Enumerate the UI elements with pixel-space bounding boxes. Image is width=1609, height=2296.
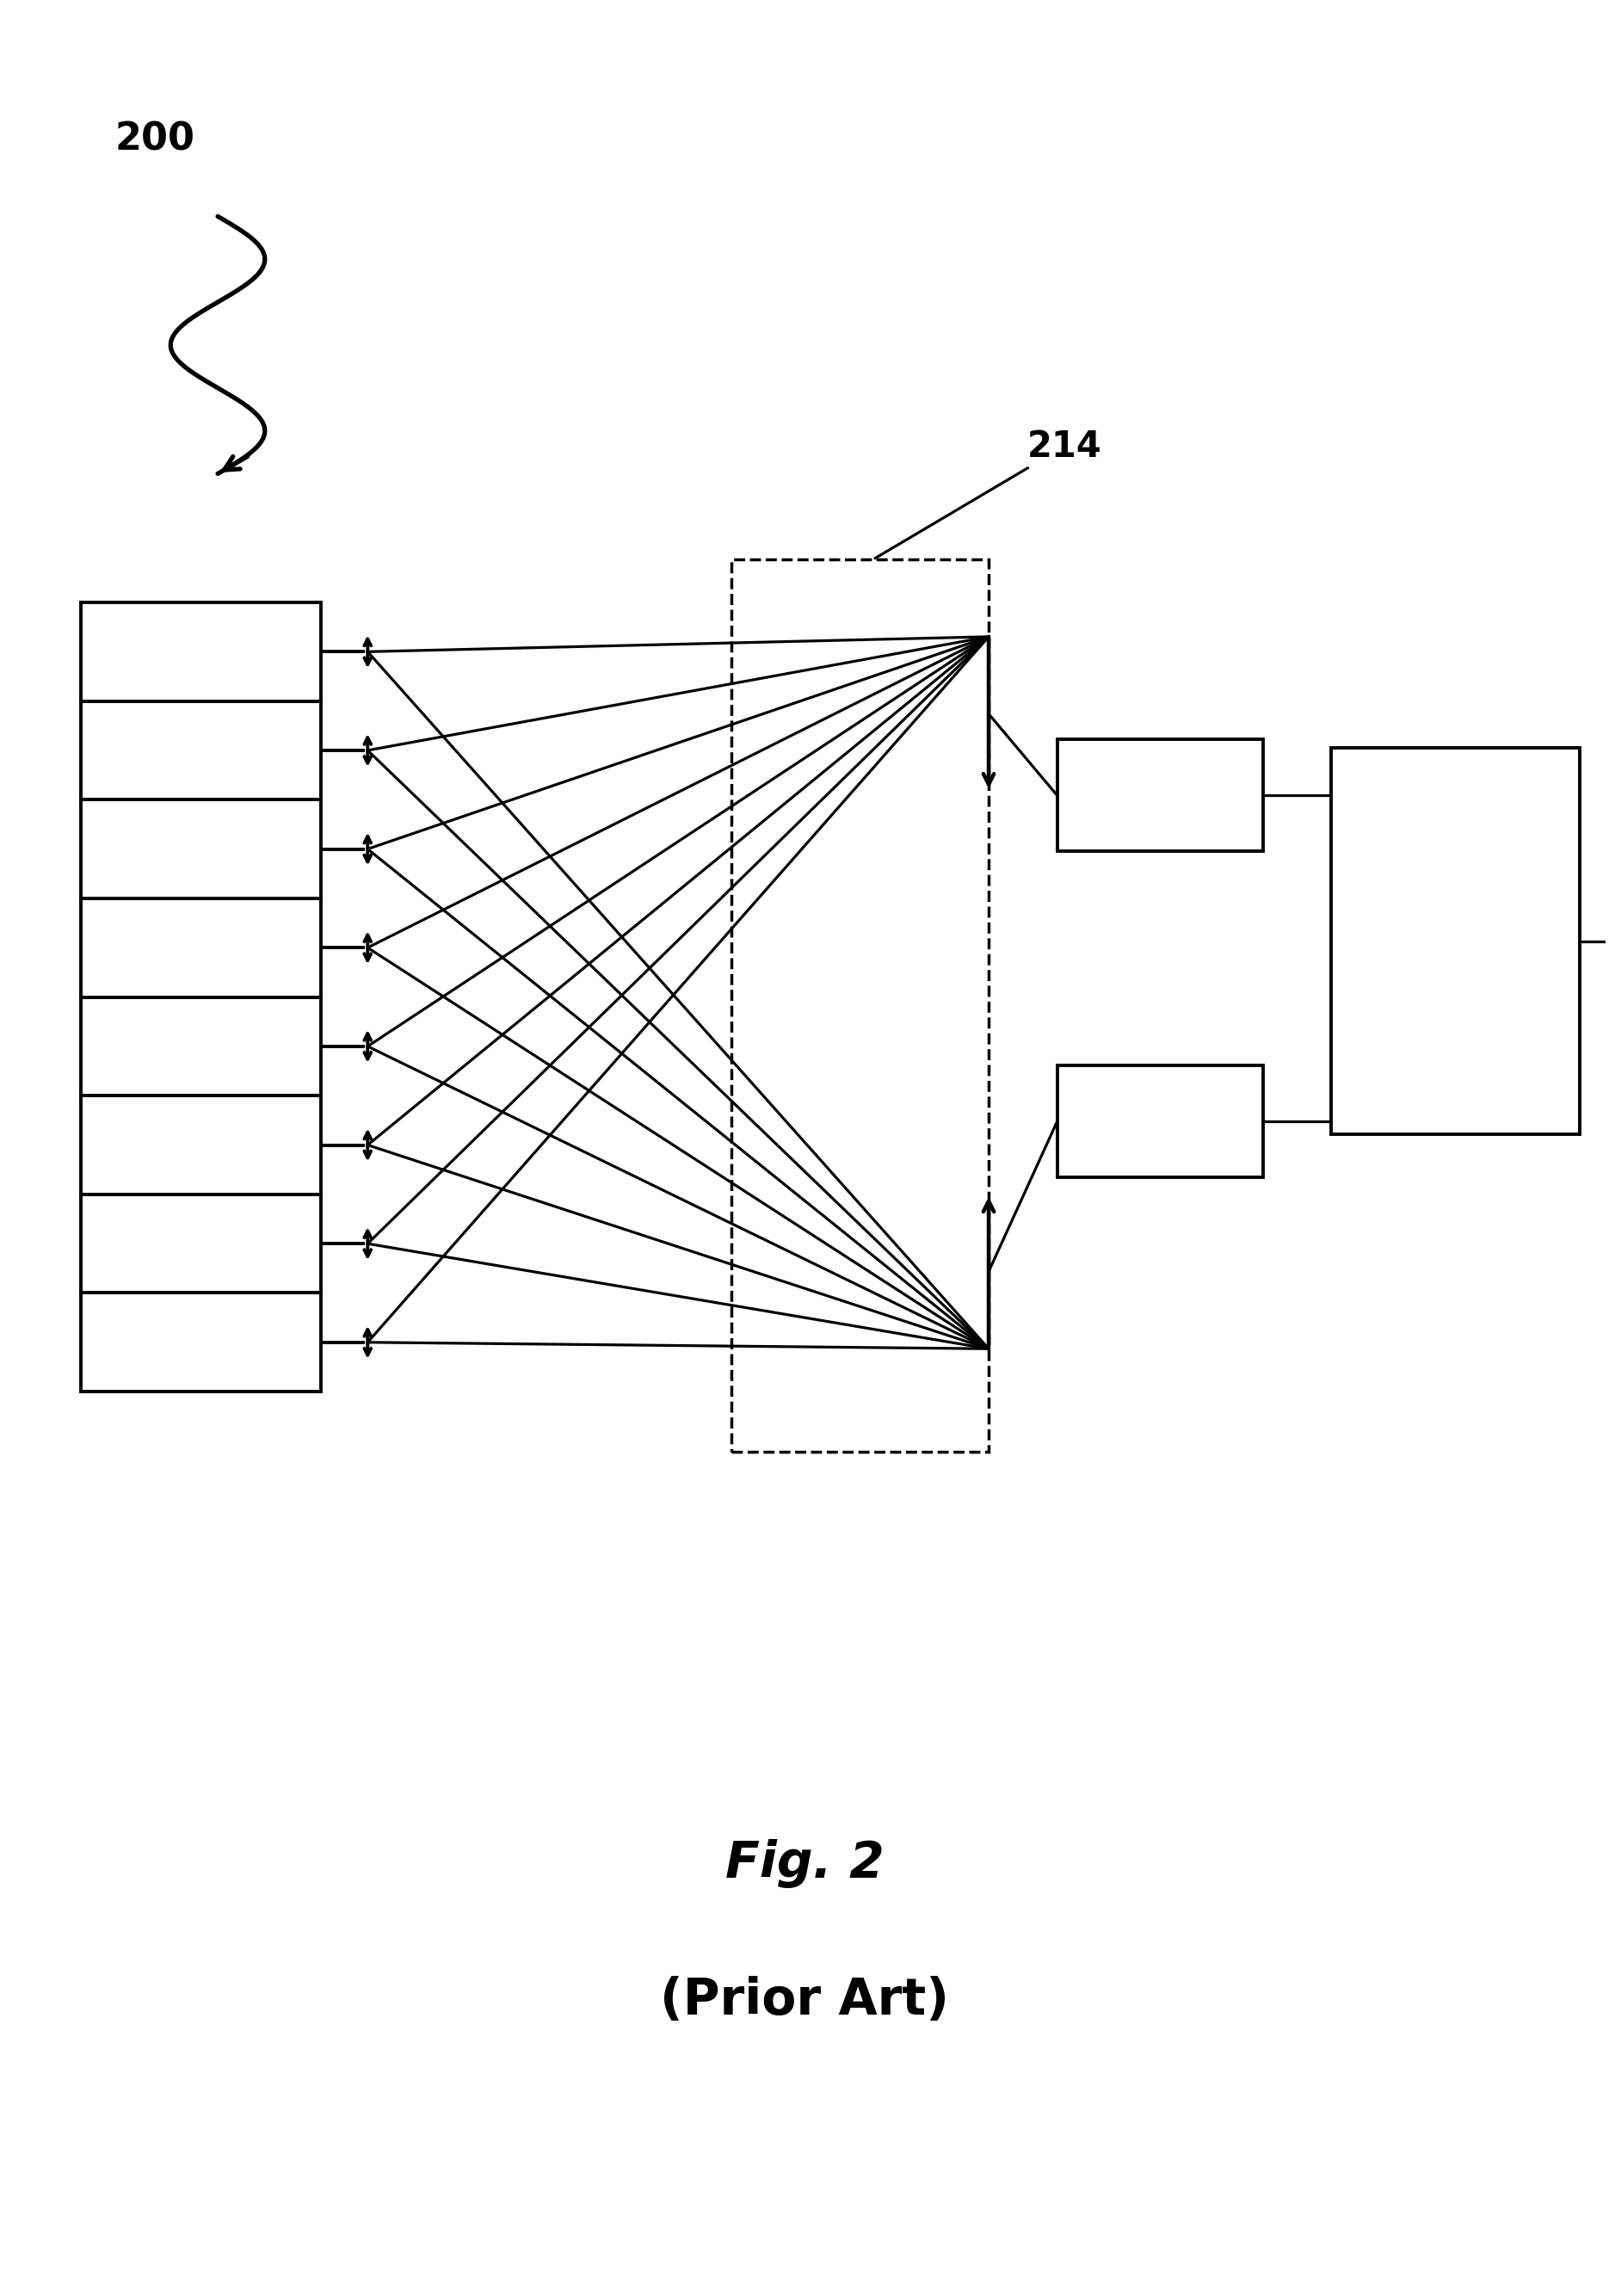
Text: 214: 214	[875, 427, 1102, 558]
Bar	[1057, 739, 1263, 852]
Text: (Prior Art): (Prior Art)	[660, 1977, 949, 2025]
Text: Fig. 2: Fig. 2	[726, 1839, 883, 1887]
Bar	[1057, 1065, 1263, 1178]
Bar	[732, 560, 988, 1451]
Bar	[80, 1194, 320, 1293]
Bar	[80, 1095, 320, 1194]
Text: 210: 210	[1418, 923, 1493, 960]
Bar	[80, 700, 320, 799]
Bar	[80, 898, 320, 996]
Bar	[80, 996, 320, 1095]
Bar	[80, 799, 320, 898]
Bar	[80, 602, 320, 700]
Text: 200: 200	[114, 122, 195, 158]
Text: 218: 218	[1125, 1104, 1195, 1139]
Bar	[1331, 748, 1580, 1134]
Bar	[80, 1293, 320, 1391]
Text: 212: 212	[1125, 778, 1195, 813]
Text: 216: 216	[163, 634, 238, 670]
